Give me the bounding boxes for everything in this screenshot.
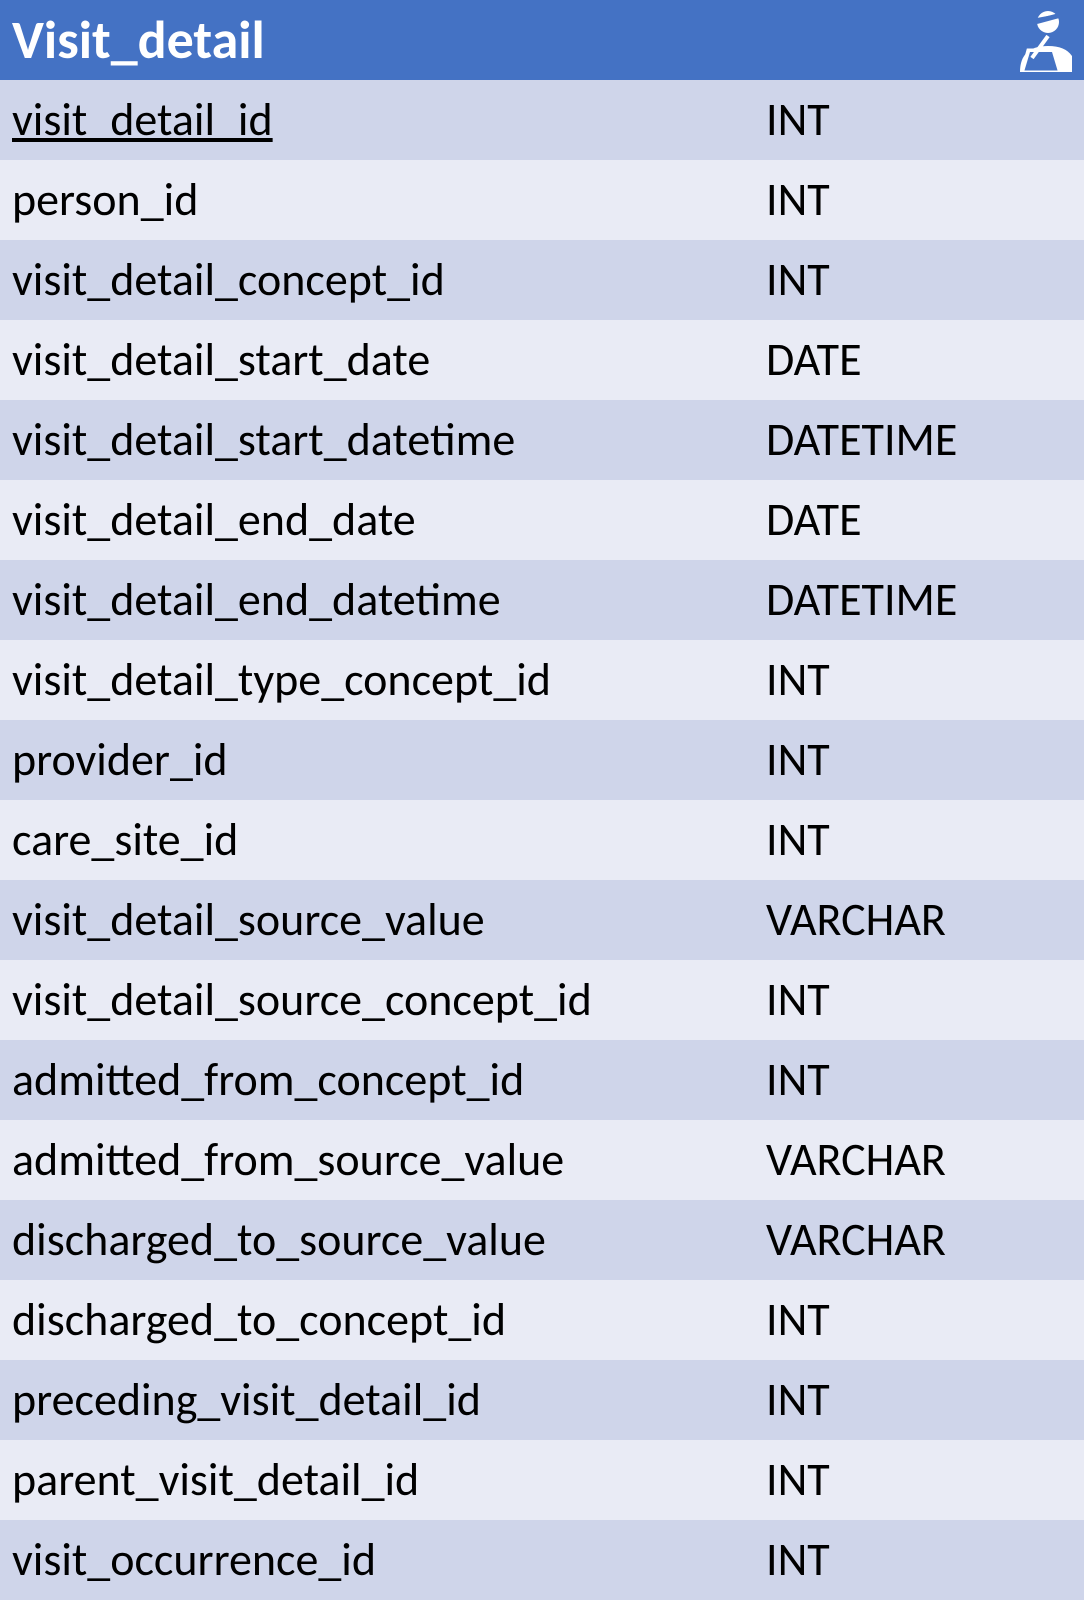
column-type: INT (766, 1372, 1084, 1428)
table-row: visit_occurrence_idINT (0, 1520, 1084, 1600)
column-name: discharged_to_source_value (12, 1212, 766, 1268)
column-name: visit_detail_type_concept_id (12, 652, 766, 708)
table-row: visit_detail_concept_idINT (0, 240, 1084, 320)
column-type: DATE (766, 332, 1084, 388)
column-type: INT (766, 652, 1084, 708)
column-type: INT (766, 172, 1084, 228)
column-name: visit_detail_start_datetime (12, 412, 766, 468)
column-type: INT (766, 92, 1084, 148)
table-row: visit_detail_source_concept_idINT (0, 960, 1084, 1040)
column-name: discharged_to_concept_id (12, 1292, 766, 1348)
column-type: INT (766, 812, 1084, 868)
table-row: admitted_from_source_valueVARCHAR (0, 1120, 1084, 1200)
table-row: visit_detail_type_concept_idINT (0, 640, 1084, 720)
table-body: visit_detail_idINTperson_idINTvisit_deta… (0, 80, 1084, 1600)
table-row: visit_detail_source_valueVARCHAR (0, 880, 1084, 960)
table-row: preceding_visit_detail_idINT (0, 1360, 1084, 1440)
column-name: admitted_from_concept_id (12, 1052, 766, 1108)
table-row: visit_detail_start_datetimeDATETIME (0, 400, 1084, 480)
column-name: visit_detail_id (12, 92, 766, 148)
table-row: visit_detail_end_datetimeDATETIME (0, 560, 1084, 640)
table-row: parent_visit_detail_idINT (0, 1440, 1084, 1520)
column-type: VARCHAR (766, 892, 1084, 948)
column-name: person_id (12, 172, 766, 228)
table-row: visit_detail_idINT (0, 80, 1084, 160)
column-type: INT (766, 1052, 1084, 1108)
table-title: Visit_detail (12, 13, 265, 67)
column-name: visit_detail_source_value (12, 892, 766, 948)
column-type: INT (766, 252, 1084, 308)
table-row: discharged_to_concept_idINT (0, 1280, 1084, 1360)
column-name: visit_detail_concept_id (12, 252, 766, 308)
column-name: visit_detail_source_concept_id (12, 972, 766, 1028)
column-name: preceding_visit_detail_id (12, 1372, 766, 1428)
column-name: visit_detail_start_date (12, 332, 766, 388)
column-name: admitted_from_source_value (12, 1132, 766, 1188)
column-name: visit_occurrence_id (12, 1532, 766, 1588)
table-row: care_site_idINT (0, 800, 1084, 880)
column-type: VARCHAR (766, 1132, 1084, 1188)
column-type: DATETIME (766, 412, 1084, 468)
column-name: parent_visit_detail_id (12, 1452, 766, 1508)
column-name: provider_id (12, 732, 766, 788)
table-row: visit_detail_end_dateDATE (0, 480, 1084, 560)
injured-person-icon (1008, 8, 1072, 72)
column-type: INT (766, 732, 1084, 788)
column-type: VARCHAR (766, 1212, 1084, 1268)
column-type: INT (766, 1292, 1084, 1348)
column-type: INT (766, 1532, 1084, 1588)
table-header: Visit_detail (0, 0, 1084, 80)
column-type: INT (766, 1452, 1084, 1508)
column-type: DATE (766, 492, 1084, 548)
table-row: discharged_to_source_valueVARCHAR (0, 1200, 1084, 1280)
column-name: visit_detail_end_datetime (12, 572, 766, 628)
table-row: admitted_from_concept_idINT (0, 1040, 1084, 1120)
column-type: INT (766, 972, 1084, 1028)
schema-table: Visit_detail visit_detail_idINTperson_id… (0, 0, 1084, 1600)
table-row: person_idINT (0, 160, 1084, 240)
table-row: visit_detail_start_dateDATE (0, 320, 1084, 400)
column-type: DATETIME (766, 572, 1084, 628)
column-name: visit_detail_end_date (12, 492, 766, 548)
table-row: provider_idINT (0, 720, 1084, 800)
column-name: care_site_id (12, 812, 766, 868)
